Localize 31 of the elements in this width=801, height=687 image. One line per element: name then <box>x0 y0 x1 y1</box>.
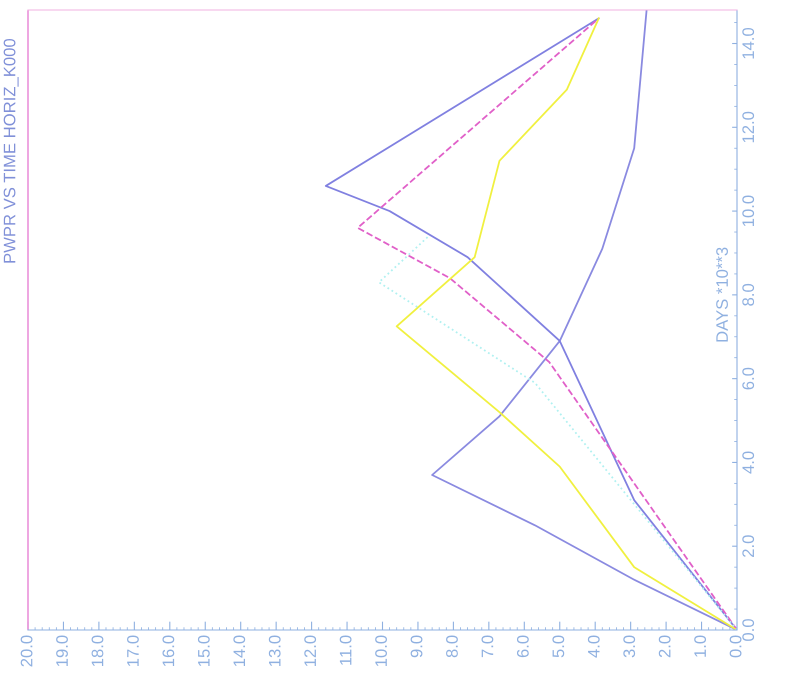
x-tick-label: 17.0 <box>127 636 139 666</box>
x-tick-label: 1.0 <box>694 636 706 657</box>
x-tick-label: 15.0 <box>198 636 210 666</box>
text: PWPR VS TIME HORIZ_K000 <box>4 38 19 263</box>
x-tick-label: 16.0 <box>162 636 174 666</box>
x-tick-label: 4.0 <box>588 636 600 658</box>
line-series <box>378 235 737 630</box>
x-tick-label: 8.0 <box>446 636 458 658</box>
x-tick-label: 12.0 <box>304 636 316 666</box>
y-tick-label: 10.0 <box>742 196 754 226</box>
y-axis-title: DAYS *10**3 <box>716 248 728 342</box>
y-tick-label: 12.0 <box>742 112 754 142</box>
x-tick-label: 9.0 <box>410 636 422 658</box>
y-tick-label: 0.0 <box>742 619 754 641</box>
x-tick-label: 18.0 <box>92 636 104 666</box>
x-tick-label: 2.0 <box>658 636 671 658</box>
x-tick-label: 19.0 <box>56 636 68 666</box>
x-tick-label: 14.0 <box>233 636 246 666</box>
y-tick-label: 14.0 <box>742 28 754 58</box>
x-tick-label: 3.0 <box>623 636 636 658</box>
x-tick-label: 6.0 <box>516 636 529 658</box>
y-tick-label: 8.0 <box>742 284 754 306</box>
x-tick-label: 7.0 <box>482 636 494 658</box>
x-tick-label: 13.0 <box>268 636 281 666</box>
x-tick-label: 20.0 <box>20 636 32 666</box>
x-tick-label: 11.0 <box>340 636 352 665</box>
y-tick-label: 6.0 <box>742 368 754 390</box>
y-tick-label: 2.0 <box>742 535 754 557</box>
y-tick-label: 4.0 <box>742 452 754 474</box>
x-tick-label: 10.0 <box>375 636 387 666</box>
x-tick-label: 5.0 <box>552 636 564 658</box>
